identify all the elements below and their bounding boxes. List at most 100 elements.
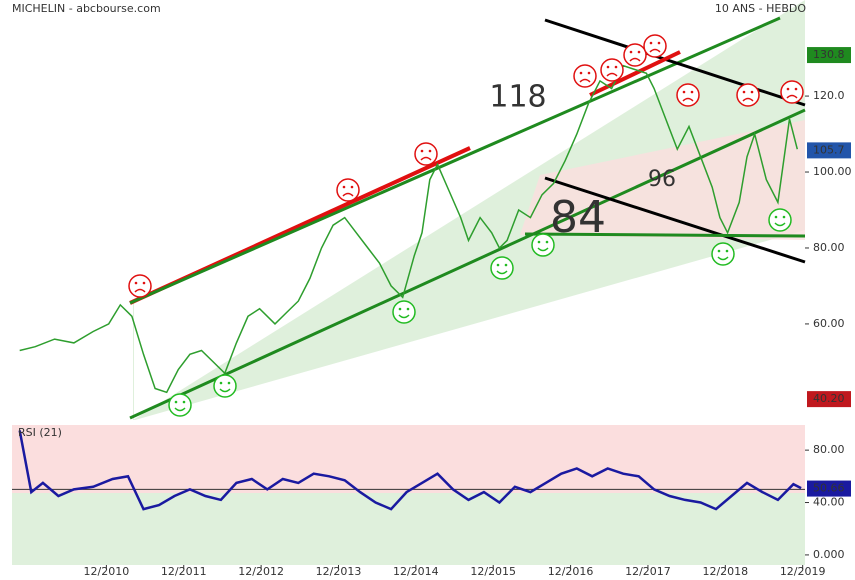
- eye: [690, 90, 694, 94]
- eye: [350, 185, 354, 189]
- mouth: [537, 247, 549, 252]
- eye: [398, 307, 402, 311]
- y-tick-label: 80.00: [813, 443, 845, 456]
- price-tag-label: 105.7: [813, 143, 845, 156]
- mouth: [219, 388, 231, 393]
- mouth: [579, 78, 591, 83]
- mouth: [342, 192, 354, 197]
- y-tick-label: 80.00: [813, 241, 845, 254]
- zone-shade: [520, 120, 805, 240]
- face: [573, 64, 597, 88]
- eye: [342, 185, 346, 189]
- face: [128, 274, 152, 298]
- legend-label: RSI (21): [18, 426, 62, 439]
- face: [623, 43, 647, 67]
- annotation: 96: [648, 167, 676, 192]
- eye: [420, 149, 424, 153]
- title: MICHELIN - abcbourse.com: [12, 2, 161, 15]
- eye: [545, 240, 549, 244]
- eye: [657, 41, 661, 45]
- price-tag: [807, 142, 851, 159]
- eye: [717, 249, 721, 253]
- eye: [682, 90, 686, 94]
- face: [213, 374, 237, 398]
- face: [711, 242, 735, 266]
- down-top: [544, 18, 806, 107]
- eye: [637, 50, 641, 54]
- annotation: 84: [550, 192, 606, 243]
- mouth: [682, 97, 694, 102]
- eye: [579, 71, 583, 75]
- mouth: [649, 48, 661, 53]
- channel-bottom: [129, 108, 806, 420]
- face: [531, 233, 555, 257]
- eye: [142, 281, 146, 285]
- face: [768, 208, 792, 232]
- mouth: [606, 72, 618, 77]
- face: [490, 256, 514, 280]
- eye: [587, 71, 591, 75]
- eye: [629, 50, 633, 54]
- eye: [606, 65, 610, 69]
- face: [780, 80, 804, 104]
- x-tick-label: 12/2019: [780, 565, 826, 578]
- face: [643, 34, 667, 58]
- eye: [496, 263, 500, 267]
- eye: [782, 215, 786, 219]
- eye: [774, 215, 778, 219]
- eye: [750, 90, 754, 94]
- x-tick-label: 12/2013: [316, 565, 362, 578]
- mouth: [420, 156, 432, 161]
- x-tick-label: 12/2011: [161, 565, 207, 578]
- face: [676, 83, 700, 107]
- x-tick-label: 12/2016: [548, 565, 594, 578]
- eye: [725, 249, 729, 253]
- eye: [742, 90, 746, 94]
- eye: [794, 87, 798, 91]
- y-tick-label: 100.00: [813, 165, 852, 178]
- channel-shade: [133, 0, 805, 420]
- eye: [227, 381, 231, 385]
- down-bottom: [544, 176, 806, 264]
- price-line: [18, 430, 802, 511]
- mouth: [174, 407, 186, 412]
- price-tag: [807, 391, 851, 408]
- eye: [537, 240, 541, 244]
- x-tick-label: 12/2014: [393, 565, 439, 578]
- y-tick-label: 0.000: [813, 548, 845, 561]
- eye: [786, 87, 790, 91]
- support-84: [524, 232, 806, 238]
- face: [168, 393, 192, 417]
- eye: [182, 400, 186, 404]
- mouth: [629, 57, 641, 62]
- shade-edge: [133, 300, 134, 420]
- channel-top: [129, 16, 781, 305]
- eye: [504, 263, 508, 267]
- red-line: [589, 50, 681, 97]
- x-tick-label: 12/2017: [625, 565, 671, 578]
- mouth: [786, 94, 798, 99]
- face: [336, 178, 360, 202]
- mouth: [134, 288, 146, 293]
- eye: [649, 41, 653, 45]
- price-tag-label: 130.8: [813, 48, 845, 61]
- eye: [406, 307, 410, 311]
- face: [736, 83, 760, 107]
- mouth: [398, 314, 410, 319]
- face: [414, 142, 438, 166]
- mouth: [496, 270, 508, 275]
- y-tick-label: 60.00: [813, 317, 845, 330]
- eye: [614, 65, 618, 69]
- y-tick-label: 120.0: [813, 89, 845, 102]
- eye: [134, 281, 138, 285]
- rsi-upper: [12, 425, 805, 493]
- annotation: 118: [489, 80, 546, 115]
- eye: [219, 381, 223, 385]
- price-line: [19, 64, 799, 394]
- price-tag-label: 50.66: [813, 482, 845, 495]
- mouth: [742, 97, 754, 102]
- x-tick-label: 12/2012: [238, 565, 284, 578]
- y-tick-label: 40.00: [813, 496, 845, 509]
- eye: [174, 400, 178, 404]
- x-tick-label: 12/2015: [470, 565, 516, 578]
